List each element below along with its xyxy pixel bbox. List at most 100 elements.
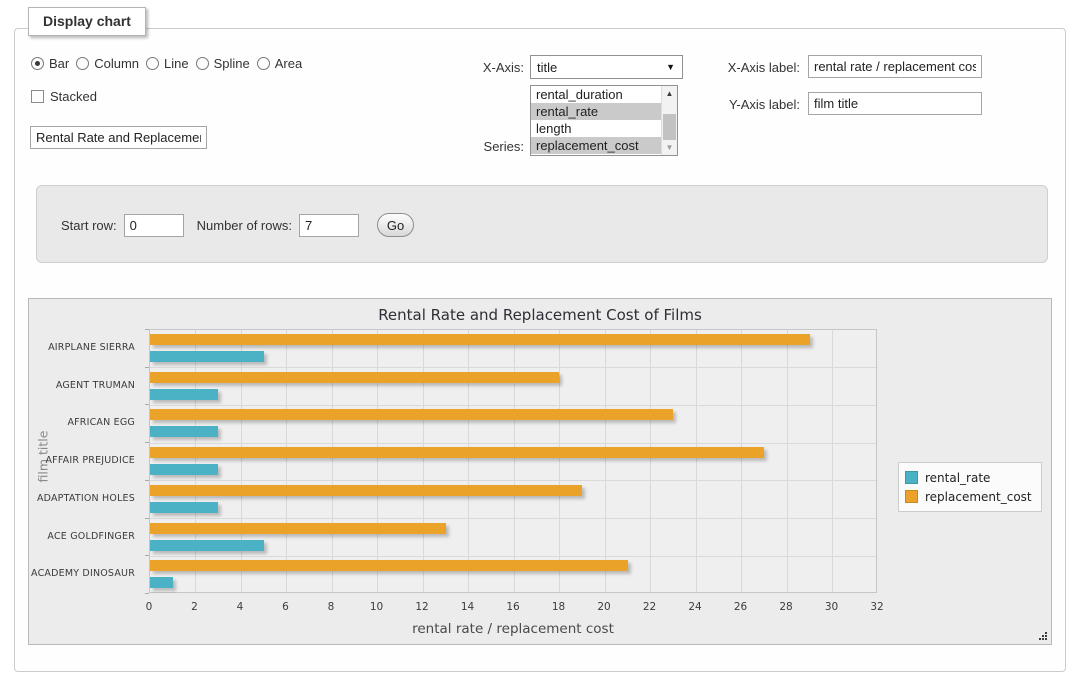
- x-tick-label: 32: [862, 601, 892, 613]
- gridline: [423, 330, 424, 592]
- y-tick-mark: [145, 555, 149, 556]
- gridline: [514, 330, 515, 592]
- series-option-rental_duration[interactable]: rental_duration: [531, 86, 661, 103]
- y-category-label: AIRPLANE SIERRA: [25, 329, 135, 367]
- y-tick-mark: [145, 329, 149, 330]
- gridline: [377, 330, 378, 592]
- x-tick-label: 0: [134, 601, 164, 613]
- scroll-up-icon[interactable]: ▲: [662, 86, 677, 101]
- gridline: [150, 556, 876, 557]
- y-category-label: ACE GOLDFINGER: [25, 518, 135, 556]
- bar-rental_rate[interactable]: [150, 426, 218, 437]
- series-option-replacement_cost[interactable]: replacement_cost: [531, 137, 661, 154]
- bar-replacement_cost[interactable]: [150, 560, 628, 571]
- radio-label: Line: [164, 56, 189, 71]
- x-tick-label: 8: [316, 601, 346, 613]
- bar-rental_rate[interactable]: [150, 502, 218, 513]
- y-tick-mark: [145, 367, 149, 368]
- legend-label: rental_rate: [925, 471, 990, 485]
- chart-x-axis-title: rental rate / replacement cost: [149, 621, 877, 637]
- radio-label: Area: [275, 56, 302, 71]
- go-button[interactable]: Go: [377, 213, 414, 237]
- y-category-label: AGENT TRUMAN: [25, 367, 135, 405]
- x-tick-label: 22: [635, 601, 665, 613]
- x-tick-label: 28: [771, 601, 801, 613]
- series-options: rental_durationrental_ratelengthreplacem…: [531, 86, 661, 155]
- bar-replacement_cost[interactable]: [150, 523, 446, 534]
- page: Display chart Bar Column Line Spline Area St…: [0, 0, 1081, 681]
- y-category-label: ACADEMY DINOSAUR: [25, 555, 135, 593]
- radio-label: Column: [94, 56, 139, 71]
- radio-icon[interactable]: [257, 57, 270, 70]
- plot-grid: [149, 329, 877, 593]
- gridline: [741, 330, 742, 592]
- chart-type-radio-column[interactable]: Column: [76, 56, 139, 71]
- legend-swatch-icon: [905, 471, 918, 484]
- gridline: [605, 330, 606, 592]
- bar-replacement_cost[interactable]: [150, 485, 582, 496]
- start-row-input[interactable]: [124, 214, 184, 237]
- gridline: [696, 330, 697, 592]
- gridline: [286, 330, 287, 592]
- chart-title: Rental Rate and Replacement Cost of Film…: [29, 306, 1051, 324]
- scrollbar-thumb[interactable]: [663, 114, 676, 140]
- bar-rental_rate[interactable]: [150, 464, 218, 475]
- radio-label: Bar: [49, 56, 69, 71]
- y-category-label: AFFAIR PREJUDICE: [25, 442, 135, 480]
- radio-icon[interactable]: [76, 57, 89, 70]
- bar-rental_rate[interactable]: [150, 540, 264, 551]
- legend-label: replacement_cost: [925, 490, 1032, 504]
- x-tick-label: 18: [544, 601, 574, 613]
- x-tick-label: 4: [225, 601, 255, 613]
- gridline: [150, 443, 876, 444]
- bar-rental_rate[interactable]: [150, 577, 173, 588]
- stacked-checkbox[interactable]: [31, 90, 44, 103]
- bar-replacement_cost[interactable]: [150, 334, 810, 345]
- y-axis-label-caption: Y-Axis label:: [690, 97, 800, 112]
- x-axis-select[interactable]: title ▼: [530, 55, 683, 79]
- bar-rental_rate[interactable]: [150, 351, 264, 362]
- gridline: [559, 330, 560, 592]
- y-tick-mark: [145, 518, 149, 519]
- radio-label: Spline: [214, 56, 250, 71]
- x-tick-label: 26: [726, 601, 756, 613]
- scroll-down-icon[interactable]: ▼: [662, 140, 677, 155]
- y-tick-mark: [145, 404, 149, 405]
- x-axis-label-input[interactable]: [808, 55, 982, 78]
- bar-rental_rate[interactable]: [150, 389, 218, 400]
- chart-type-radio-line[interactable]: Line: [146, 56, 189, 71]
- bar-replacement_cost[interactable]: [150, 372, 559, 383]
- radio-icon[interactable]: [196, 57, 209, 70]
- num-rows-input[interactable]: [299, 214, 359, 237]
- bar-replacement_cost[interactable]: [150, 409, 673, 420]
- radio-icon[interactable]: [146, 57, 159, 70]
- gridline: [332, 330, 333, 592]
- gridline: [150, 405, 876, 406]
- chart-type-radio-bar[interactable]: Bar: [31, 56, 69, 71]
- fieldset-legend: Display chart: [28, 7, 146, 36]
- legend-swatch-icon: [905, 490, 918, 503]
- start-row-label: Start row:: [61, 218, 117, 233]
- y-tick-mark: [145, 480, 149, 481]
- x-tick-label: 12: [407, 601, 437, 613]
- dropdown-arrow-icon[interactable]: ▼: [666, 62, 675, 72]
- series-option-rental_rate[interactable]: rental_rate: [531, 103, 661, 120]
- chart-type-radio-spline[interactable]: Spline: [196, 56, 250, 71]
- y-axis-label-input[interactable]: [808, 92, 982, 115]
- x-axis-select-caption: X-Axis:: [410, 60, 524, 75]
- gridline: [650, 330, 651, 592]
- x-tick-label: 10: [362, 601, 392, 613]
- series-listbox[interactable]: rental_durationrental_ratelengthreplacem…: [530, 85, 678, 156]
- bar-replacement_cost[interactable]: [150, 447, 764, 458]
- chart-title-input[interactable]: [30, 126, 207, 149]
- num-rows-label: Number of rows:: [197, 218, 292, 233]
- legend-entry: replacement_cost: [905, 487, 1032, 506]
- series-scrollbar[interactable]: ▲ ▼: [661, 86, 677, 155]
- radio-icon[interactable]: [31, 57, 44, 70]
- resize-handle-icon[interactable]: [1037, 630, 1048, 641]
- x-tick-label: 2: [180, 601, 210, 613]
- y-category-label: ADAPTATION HOLES: [25, 480, 135, 518]
- stacked-checkbox-row[interactable]: Stacked: [31, 89, 97, 104]
- chart-type-radio-area[interactable]: Area: [257, 56, 302, 71]
- series-option-length[interactable]: length: [531, 120, 661, 137]
